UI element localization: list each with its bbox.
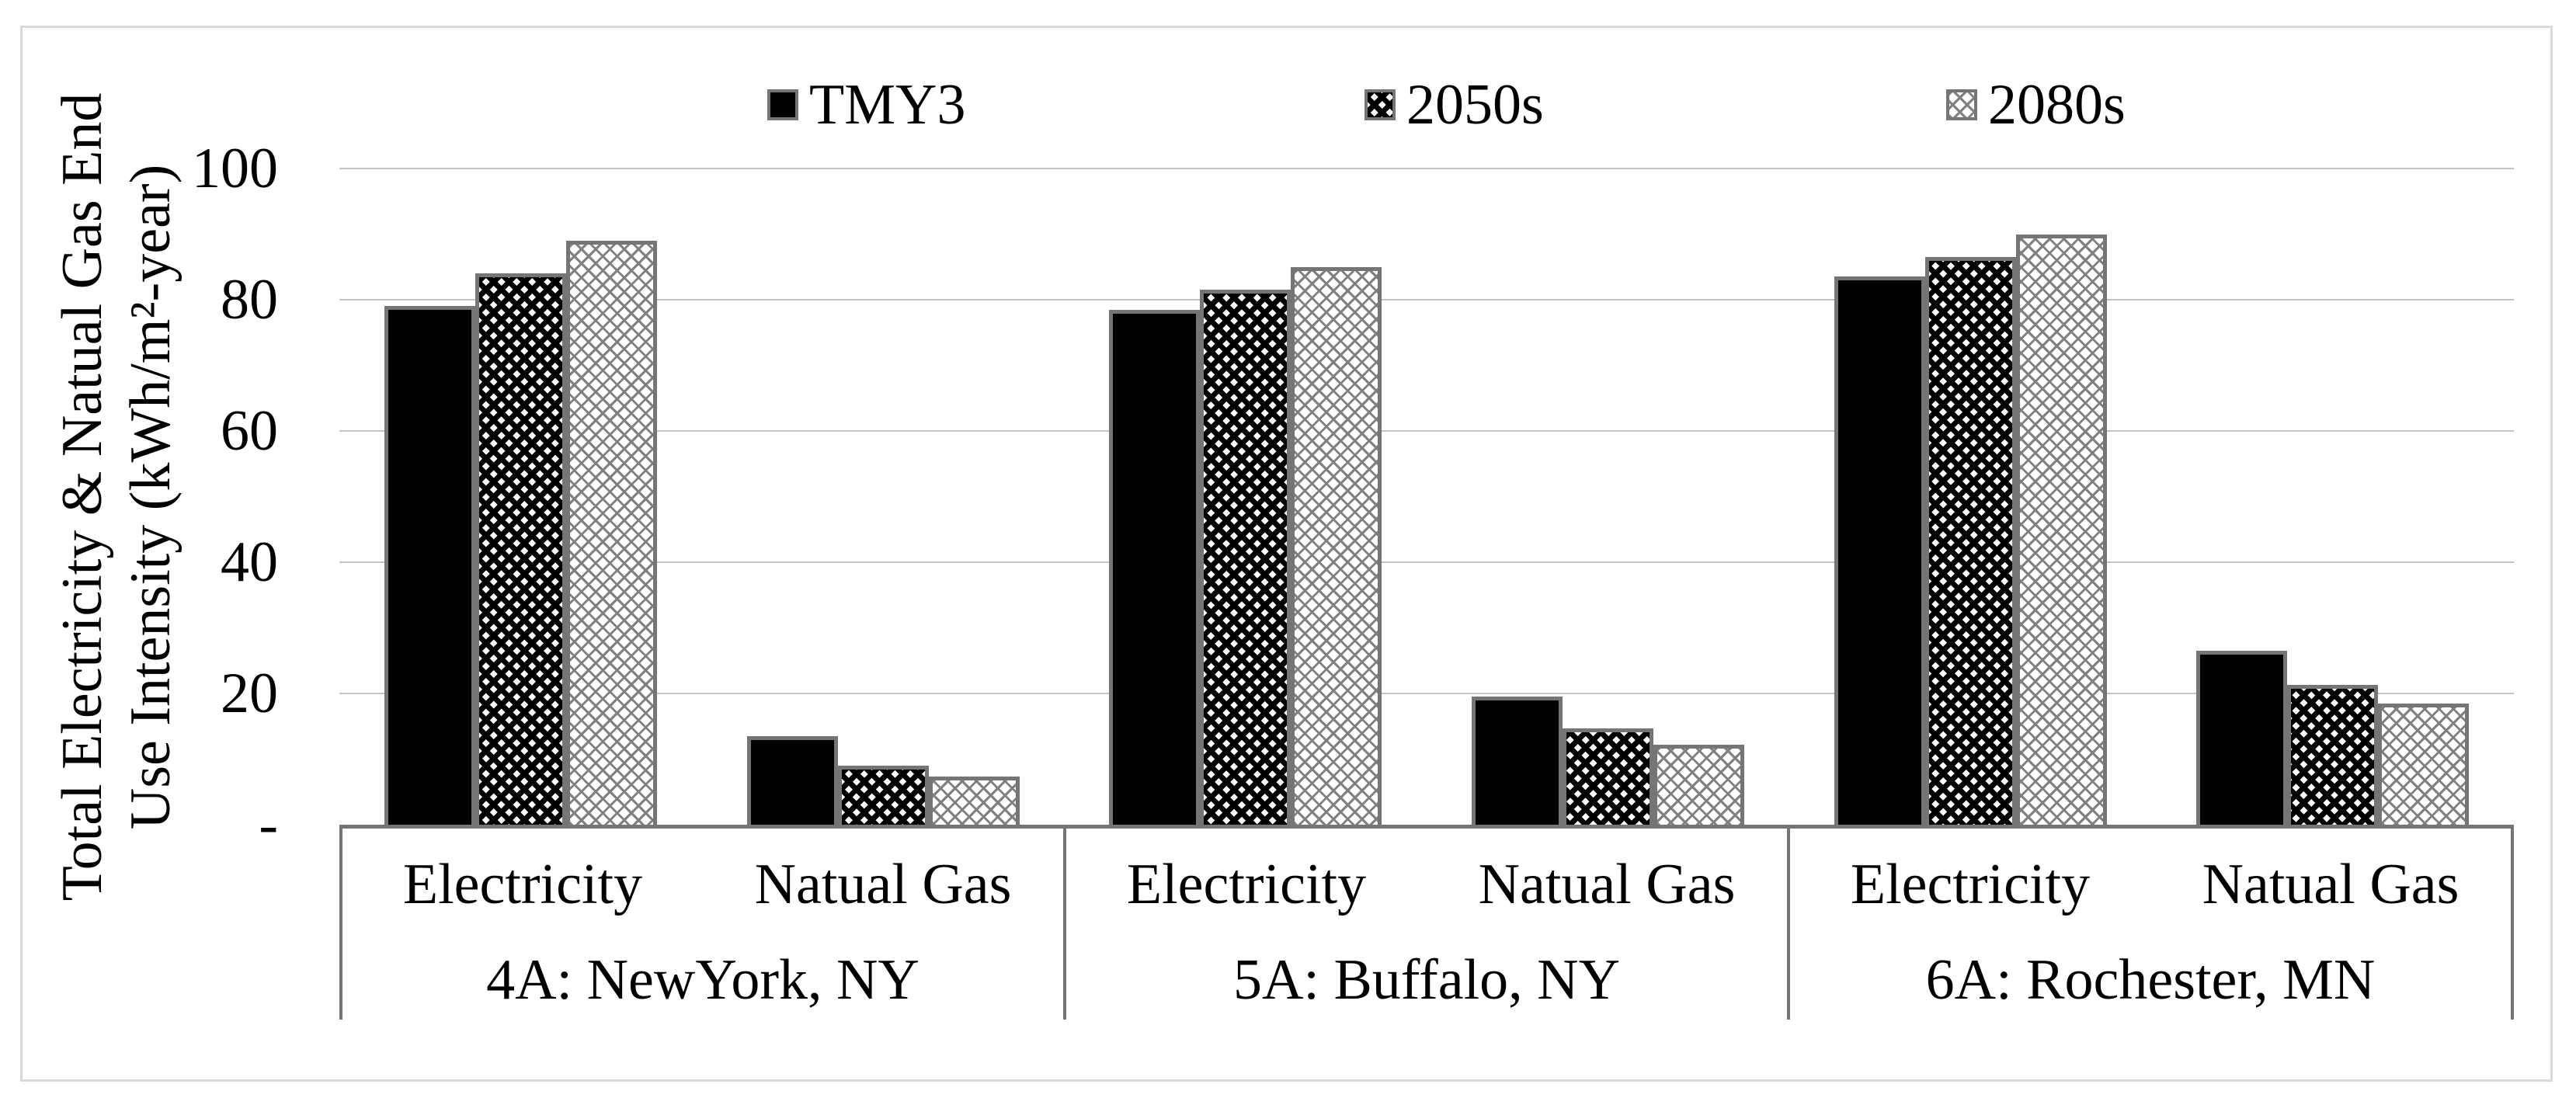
legend-label: TMY3	[809, 73, 966, 137]
bar-2080s-2	[1291, 266, 1382, 825]
category-label-2-0: Electricity	[1850, 853, 2091, 916]
bar-2080s-4	[2015, 234, 2107, 825]
bar-2050s-1	[837, 765, 929, 825]
bar-2050s-0	[475, 273, 566, 825]
axis-group-2: Electricity Natual Gas 6A: Rochester, MN	[1790, 829, 2511, 1020]
y-tick-label-100: 100	[192, 137, 278, 200]
category-row: Electricity Natual Gas	[1790, 829, 2511, 941]
group-label-0: 4A: NewYork, NY	[486, 948, 920, 1012]
bar-tmy3-2	[1109, 309, 1201, 825]
bar-cluster-4	[1789, 169, 2152, 825]
y-tick-label-80: 80	[221, 268, 278, 332]
bar-cluster-0	[339, 169, 702, 825]
y-tick-label-40: 40	[221, 530, 278, 594]
bar-tmy3-5	[2196, 651, 2288, 825]
gridline-80	[339, 299, 2514, 301]
figure-border	[20, 26, 2553, 1082]
bar-2050s-2	[1200, 290, 1291, 825]
bar-tmy3-0	[384, 306, 475, 825]
category-label-0-1: Natual Gas	[754, 853, 1012, 916]
bar-2050s-5	[2287, 685, 2379, 825]
bar-cluster-3	[1427, 169, 1789, 825]
axis-group-0: Electricity Natual Gas 4A: NewYork, NY	[342, 829, 1066, 1020]
legend-item-2080s: 2080s	[1946, 74, 2126, 136]
bar-tmy3-3	[1471, 697, 1563, 825]
category-label-0-0: Electricity	[402, 853, 643, 916]
legend-label: 2080s	[1988, 73, 2126, 137]
category-row: Electricity Natual Gas	[1066, 829, 1787, 941]
category-label-1-1: Natual Gas	[1478, 853, 1736, 916]
y-tick-label-0: -	[259, 793, 278, 857]
bar-2080s-3	[1653, 744, 1744, 825]
bar-2080s-5	[2378, 703, 2470, 825]
y-axis-tick-labels: 100 80 60 40 20 -	[62, 138, 278, 855]
category-row: Electricity Natual Gas	[342, 829, 1063, 941]
gridline-20	[339, 693, 2514, 694]
bar-cluster-2	[1064, 169, 1427, 825]
bars-layer	[339, 169, 2514, 825]
legend-item-2050s: 2050s	[1364, 74, 1544, 136]
gridline-60	[339, 430, 2514, 432]
legend-label: 2050s	[1406, 73, 1544, 137]
plot-area	[339, 168, 2514, 825]
bar-cluster-5	[2151, 169, 2514, 825]
legend-item-tmy3: TMY3	[767, 74, 965, 136]
bar-tmy3-1	[746, 735, 838, 825]
bar-2050s-4	[1924, 257, 2016, 825]
category-label-2-1: Natual Gas	[2202, 853, 2460, 916]
legend-swatch-tmy3	[767, 89, 798, 120]
bar-tmy3-4	[1834, 276, 1925, 825]
y-tick-label-20: 20	[221, 662, 278, 725]
bar-2080s-0	[565, 240, 657, 825]
group-label-2: 6A: Rochester, MN	[1925, 948, 2376, 1012]
gridline-40	[339, 561, 2514, 563]
bar-2050s-3	[1562, 728, 1653, 825]
axis-group-1: Electricity Natual Gas 5A: Buffalo, NY	[1066, 829, 1790, 1020]
bar-cluster-1	[702, 169, 1065, 825]
group-label-1: 5A: Buffalo, NY	[1232, 948, 1621, 1012]
gridline-100	[339, 168, 2514, 169]
category-axis-band: Electricity Natual Gas 4A: NewYork, NY Elec…	[339, 825, 2514, 1020]
y-tick-label-60: 60	[221, 399, 278, 463]
bar-2080s-1	[928, 777, 1020, 825]
category-label-1-0: Electricity	[1126, 853, 1367, 916]
legend-swatch-2050s	[1364, 89, 1396, 120]
legend-swatch-2080s	[1946, 89, 1977, 120]
